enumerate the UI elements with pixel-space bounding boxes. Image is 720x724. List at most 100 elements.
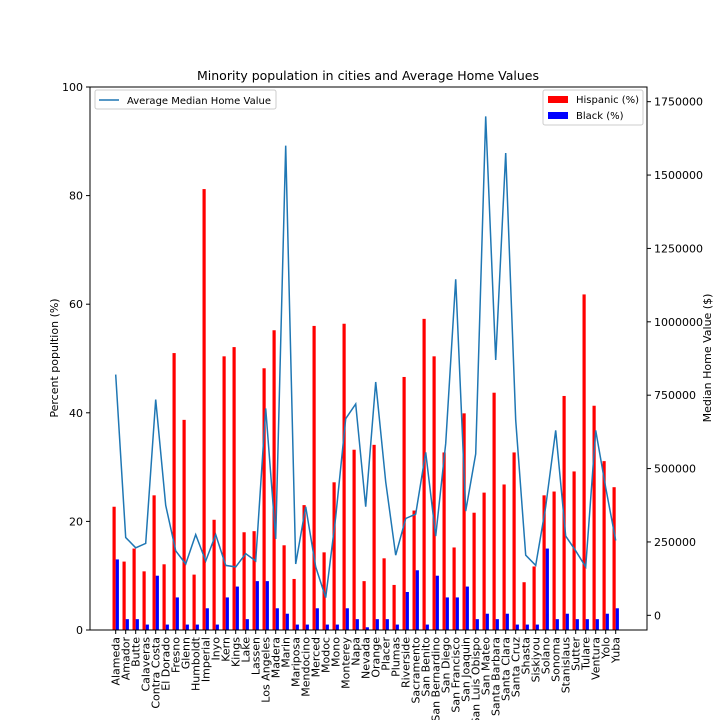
bar-hispanic-san-benito — [423, 319, 426, 630]
bar-hispanic-santa-cruz — [513, 452, 516, 630]
bar-black-orange — [376, 619, 379, 630]
y2-tick-label-250000: 250000 — [654, 536, 696, 549]
y2-tick-label-500000: 500000 — [654, 463, 696, 476]
bar-black-humboldt — [196, 625, 199, 630]
y2-tick-label-0: 0 — [654, 609, 661, 622]
bar-hispanic-calaveras — [143, 571, 146, 630]
bar-black-monterey — [346, 608, 349, 630]
bar-hispanic-nevada — [363, 581, 366, 630]
bar-hispanic-tulare — [583, 294, 586, 630]
bar-hispanic-san-mateo — [483, 493, 486, 630]
y2-tick-label-1250000: 1250000 — [654, 242, 703, 255]
bar-hispanic-madera — [273, 330, 276, 630]
bar-black-siskiyou — [536, 625, 539, 630]
bar-black-san-francisco — [456, 597, 459, 630]
bar-black-stanislaus — [566, 614, 569, 630]
legend-black-swatch — [548, 112, 568, 119]
bar-black-los-angeles — [266, 581, 269, 630]
legend-left: Average Median Home Value — [95, 90, 276, 109]
bar-black-contra-costa — [156, 576, 159, 630]
bar-black-butte — [136, 619, 139, 630]
bar-black-placer — [386, 619, 389, 630]
bar-hispanic-amador — [123, 562, 126, 630]
bar-hispanic-sacramento — [413, 511, 416, 630]
bar-black-sutter — [576, 619, 579, 630]
bar-black-modoc — [326, 625, 329, 630]
bar-hispanic-glenn — [183, 420, 186, 630]
bar-black-san-mateo — [486, 614, 489, 630]
bar-black-el-dorado — [166, 625, 169, 630]
y2-axis-label: Median Home Value ($) — [701, 294, 714, 423]
bar-black-lassen — [256, 581, 259, 630]
bar-hispanic-alameda — [113, 507, 116, 630]
bar-black-fresno — [176, 597, 179, 630]
bar-hispanic-kern — [223, 356, 226, 630]
bar-hispanic-santa-clara — [503, 484, 506, 630]
bar-hispanic-placer — [383, 558, 386, 630]
bar-hispanic-santa-barbara — [493, 393, 496, 630]
bar-black-san-luis-obispo — [476, 619, 479, 630]
legend-right: Hispanic (%) Black (%) — [543, 90, 643, 125]
bar-hispanic-lake — [243, 532, 246, 630]
bar-black-sonoma — [556, 619, 559, 630]
bar-hispanic-marin — [283, 545, 286, 630]
bar-black-yolo — [606, 614, 609, 630]
bar-hispanic-orange — [373, 445, 376, 630]
bar-hispanic-mono — [333, 482, 336, 630]
bar-black-lake — [246, 619, 249, 630]
y-tick-label-60: 60 — [69, 298, 83, 311]
bar-black-plumas — [396, 625, 399, 630]
bar-black-merced — [316, 608, 319, 630]
bar-black-riverside — [406, 592, 409, 630]
bar-black-mendocino — [306, 625, 309, 630]
bar-black-glenn — [186, 625, 189, 630]
bar-black-inyo — [216, 625, 219, 630]
bar-hispanic-el-dorado — [163, 564, 166, 630]
bar-black-santa-clara — [506, 614, 509, 630]
bar-hispanic-merced — [313, 326, 316, 630]
bar-hispanic-riverside — [403, 377, 406, 630]
y2-tick-label-750000: 750000 — [654, 389, 696, 402]
bar-black-san-joaquin — [466, 587, 469, 630]
bar-black-san-bernardino — [436, 576, 439, 630]
bar-hispanic-shasta — [523, 582, 526, 630]
bar-hispanic-monterey — [343, 324, 346, 630]
chart-title: Minority population in cities and Averag… — [197, 68, 539, 83]
bar-hispanic-san-luis-obispo — [473, 513, 476, 630]
bar-black-san-benito — [426, 625, 429, 630]
bar-hispanic-siskiyou — [533, 566, 536, 630]
bar-black-san-diego — [446, 597, 449, 630]
bar-black-alameda — [116, 559, 119, 630]
y-tick-label-40: 40 — [69, 407, 83, 420]
bar-hispanic-plumas — [393, 585, 396, 630]
y2-tick-label-1500000: 1500000 — [654, 169, 703, 182]
bar-black-kings — [236, 587, 239, 630]
bar-black-marin — [286, 614, 289, 630]
bar-black-shasta — [526, 625, 529, 630]
bar-black-calaveras — [146, 625, 149, 630]
y-axis-label: Percent popultion (%) — [48, 298, 61, 417]
bar-black-santa-barbara — [496, 619, 499, 630]
bar-black-tulare — [586, 619, 589, 630]
bar-black-mariposa — [296, 625, 299, 630]
bar-black-napa — [356, 619, 359, 630]
bar-black-amador — [126, 619, 129, 630]
y-tick-label-20: 20 — [69, 515, 83, 528]
bar-black-solano — [546, 549, 549, 630]
bar-hispanic-imperial — [203, 189, 206, 630]
y2-tick-label-1750000: 1750000 — [654, 96, 703, 109]
bar-hispanic-napa — [353, 450, 356, 630]
bar-hispanic-humboldt — [193, 575, 196, 630]
bar-hispanic-san-diego — [443, 452, 446, 630]
bar-black-ventura — [596, 619, 599, 630]
bar-black-mono — [336, 625, 339, 630]
legend-line-label: Average Median Home Value — [127, 96, 271, 107]
bar-hispanic-los-angeles — [263, 368, 266, 630]
bar-hispanic-yuba — [613, 487, 616, 630]
legend-black-label: Black (%) — [576, 111, 624, 122]
y-tick-label-80: 80 — [69, 190, 83, 203]
bar-hispanic-fresno — [173, 353, 176, 630]
bar-hispanic-san-bernardino — [433, 356, 436, 630]
